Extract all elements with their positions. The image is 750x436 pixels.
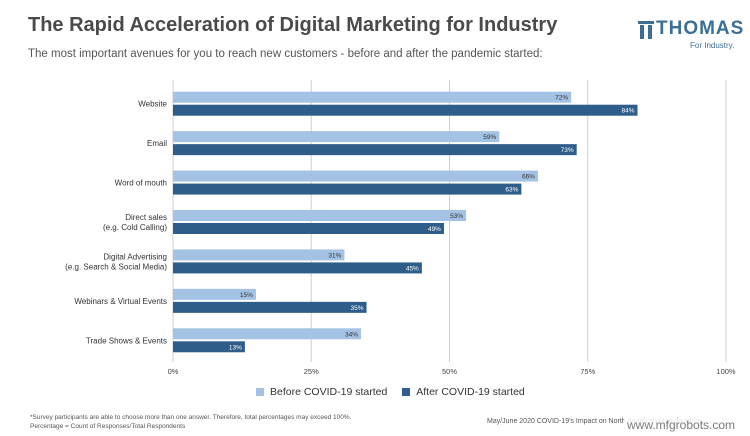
data-label: 49% xyxy=(428,226,441,233)
logo-tagline: For Industry. xyxy=(690,41,735,50)
data-label: 66% xyxy=(522,174,535,181)
data-label: 45% xyxy=(406,265,419,272)
bar-before xyxy=(173,91,572,103)
bar-before xyxy=(173,288,256,300)
data-label: 59% xyxy=(483,134,496,141)
category-label: Word of mouth xyxy=(115,179,167,188)
footnote-line-2: Percentage = Count of Responses/Total Re… xyxy=(30,422,186,430)
category-label: Trade Shows & Events xyxy=(86,336,167,345)
chart-legend: Before COVID-19 started After COVID-19 s… xyxy=(256,386,537,399)
legend-swatch-before xyxy=(256,388,264,396)
source-note: May/June 2020 COVID-19's Impact on North… xyxy=(487,418,704,425)
data-label: 34% xyxy=(345,331,358,338)
bar-before xyxy=(173,328,362,340)
legend-item-after: After COVID-19 started xyxy=(402,386,525,398)
category-label: Digital Advertising xyxy=(103,252,167,261)
x-tick-label: 25% xyxy=(304,367,319,376)
legend-label-before: Before COVID-19 started xyxy=(270,386,388,398)
thomas-logo-icon xyxy=(638,21,654,39)
data-label: 15% xyxy=(240,292,253,299)
x-tick-label: 100% xyxy=(716,367,736,376)
category-label: (e.g. Cold Calling) xyxy=(103,223,167,232)
chart-subtitle: The most important avenues for you to re… xyxy=(28,48,543,60)
legend-label-after: After COVID-19 started xyxy=(416,386,525,398)
bar-after xyxy=(173,144,577,156)
thomas-logo: THOMAS For Industry. xyxy=(632,16,744,60)
category-label: Webinars & Virtual Events xyxy=(74,297,167,306)
bar-after xyxy=(173,183,522,195)
bar-after xyxy=(173,104,638,116)
logo-wordmark: THOMAS xyxy=(656,18,745,39)
data-label: 35% xyxy=(351,305,364,312)
data-label: 31% xyxy=(328,252,341,259)
data-label: 84% xyxy=(622,108,635,115)
category-label: Website xyxy=(138,100,167,109)
data-label: 53% xyxy=(450,213,463,220)
bar-after xyxy=(173,341,245,353)
x-tick-label: 75% xyxy=(580,367,595,376)
watermark: www.mfgrobots.com xyxy=(624,418,739,432)
x-tick-label: 50% xyxy=(442,367,457,376)
bar-before xyxy=(173,210,467,221)
footnote-line-1: *Survey participants are able to choose … xyxy=(30,414,352,421)
legend-swatch-after xyxy=(402,388,411,396)
category-label: (e.g. Search & Social Media) xyxy=(65,262,167,271)
data-label: 72% xyxy=(555,95,568,102)
category-label: Email xyxy=(147,139,167,148)
data-label: 73% xyxy=(561,147,574,154)
bar-before xyxy=(173,170,538,182)
bar-before xyxy=(173,131,500,143)
chart-title: The Rapid Acceleration of Digital Market… xyxy=(28,14,558,36)
data-label: 63% xyxy=(505,187,518,194)
data-label: 13% xyxy=(229,344,242,351)
bar-after xyxy=(173,223,444,234)
category-label: Direct sales xyxy=(125,213,167,222)
legend-item-before: Before COVID-19 started xyxy=(256,386,387,398)
bar-after xyxy=(173,262,422,274)
footnote: *Survey participants are able to choose … xyxy=(30,414,410,431)
bar-before xyxy=(173,249,345,261)
x-tick-label: 0% xyxy=(168,367,179,376)
bar-after xyxy=(173,301,367,313)
